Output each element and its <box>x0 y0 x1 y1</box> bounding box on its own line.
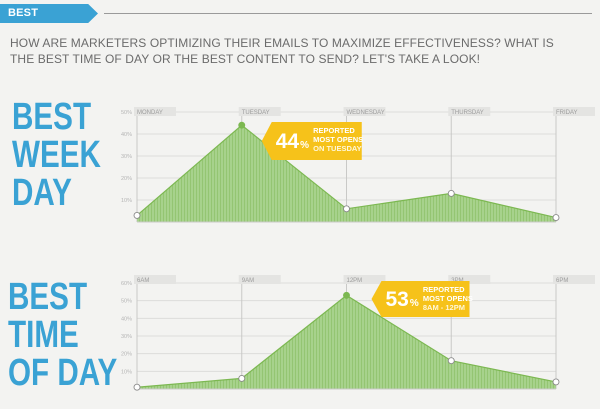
callout-value: 53 <box>386 288 409 311</box>
callout-unit: % <box>410 298 419 309</box>
best-time-of-day-heading: BEST TIME OF DAY <box>8 278 117 392</box>
category-label-bg <box>553 275 595 284</box>
callout-text-line: REPORTED <box>423 285 465 294</box>
callout-text-line: MOST OPENS <box>313 135 363 144</box>
y-tick-label: 20% <box>121 176 132 182</box>
data-point <box>343 205 350 213</box>
y-tick-label: 60% <box>121 281 132 287</box>
heading-line: BEST <box>12 96 92 138</box>
y-tick-label: 10% <box>121 198 132 204</box>
category-label: 9AM <box>242 278 254 284</box>
callout-text-line: MOST OPENS <box>423 294 473 303</box>
data-point <box>447 189 455 197</box>
callout-box <box>261 122 362 160</box>
category-label-bg <box>238 275 281 284</box>
data-point <box>133 211 141 219</box>
callout-text-line: 8AM - 12PM <box>423 303 465 312</box>
data-point <box>343 291 350 299</box>
y-tick-label: 20% <box>121 352 132 358</box>
category-label: MONDAY <box>137 110 163 116</box>
y-tick-label: 30% <box>121 334 132 340</box>
category-label-bg <box>343 275 386 284</box>
y-tick-label: 50% <box>121 110 132 116</box>
heading-line: WEEK <box>12 134 101 176</box>
heading-line: OF DAY <box>8 352 118 394</box>
category-label-bg <box>448 107 491 116</box>
category-label: FRIDAY <box>556 110 578 116</box>
heading-line: DAY <box>12 172 72 214</box>
y-tick-label: 40% <box>121 132 132 138</box>
y-tick-label: 50% <box>121 299 132 305</box>
category-label-bg <box>553 107 595 116</box>
series-area <box>137 295 556 389</box>
callout-text-line: REPORTED <box>313 126 355 135</box>
data-point <box>238 374 246 382</box>
category-label: THURSDAY <box>451 110 484 116</box>
data-point <box>133 383 141 391</box>
callout-text-line: ON TUESDAY <box>313 144 361 153</box>
category-label: TUESDAY <box>242 110 270 116</box>
data-point <box>552 378 560 386</box>
intro-line-1: HOW ARE MARKETERS OPTIMIZING THEIR EMAIL… <box>10 36 554 50</box>
category-label-bg <box>238 107 281 116</box>
callout-value: 44 <box>276 130 300 153</box>
y-tick-label: 40% <box>121 316 132 322</box>
y-tick-label: 10% <box>121 369 132 375</box>
category-label-bg <box>134 275 176 284</box>
header-rule <box>104 13 592 14</box>
heading-line: TIME <box>8 314 79 356</box>
intro-text: HOW ARE MARKETERS OPTIMIZING THEIR EMAIL… <box>10 35 570 67</box>
data-point <box>447 357 455 365</box>
category-label: 6PM <box>556 278 568 284</box>
category-label: 12PM <box>347 278 363 284</box>
y-tick-label: 30% <box>121 154 132 160</box>
callout-unit: % <box>300 140 309 151</box>
data-point <box>238 121 246 129</box>
intro-line-2: THE BEST TIME OF DAY OR THE BEST CONTENT… <box>10 52 481 66</box>
data-point <box>552 214 560 222</box>
category-label: WEDNESDAY <box>347 110 385 116</box>
best-week-day-heading: BEST WEEK DAY <box>12 98 101 212</box>
category-label-bg <box>134 107 176 116</box>
category-label-bg <box>448 275 491 284</box>
callout-box <box>371 281 470 317</box>
category-label-bg <box>343 107 386 116</box>
heading-line: BEST <box>8 276 88 318</box>
category-label: 6AM <box>137 278 149 284</box>
series-area <box>137 125 556 222</box>
section-tag: BEST PRACTICES <box>0 4 98 23</box>
